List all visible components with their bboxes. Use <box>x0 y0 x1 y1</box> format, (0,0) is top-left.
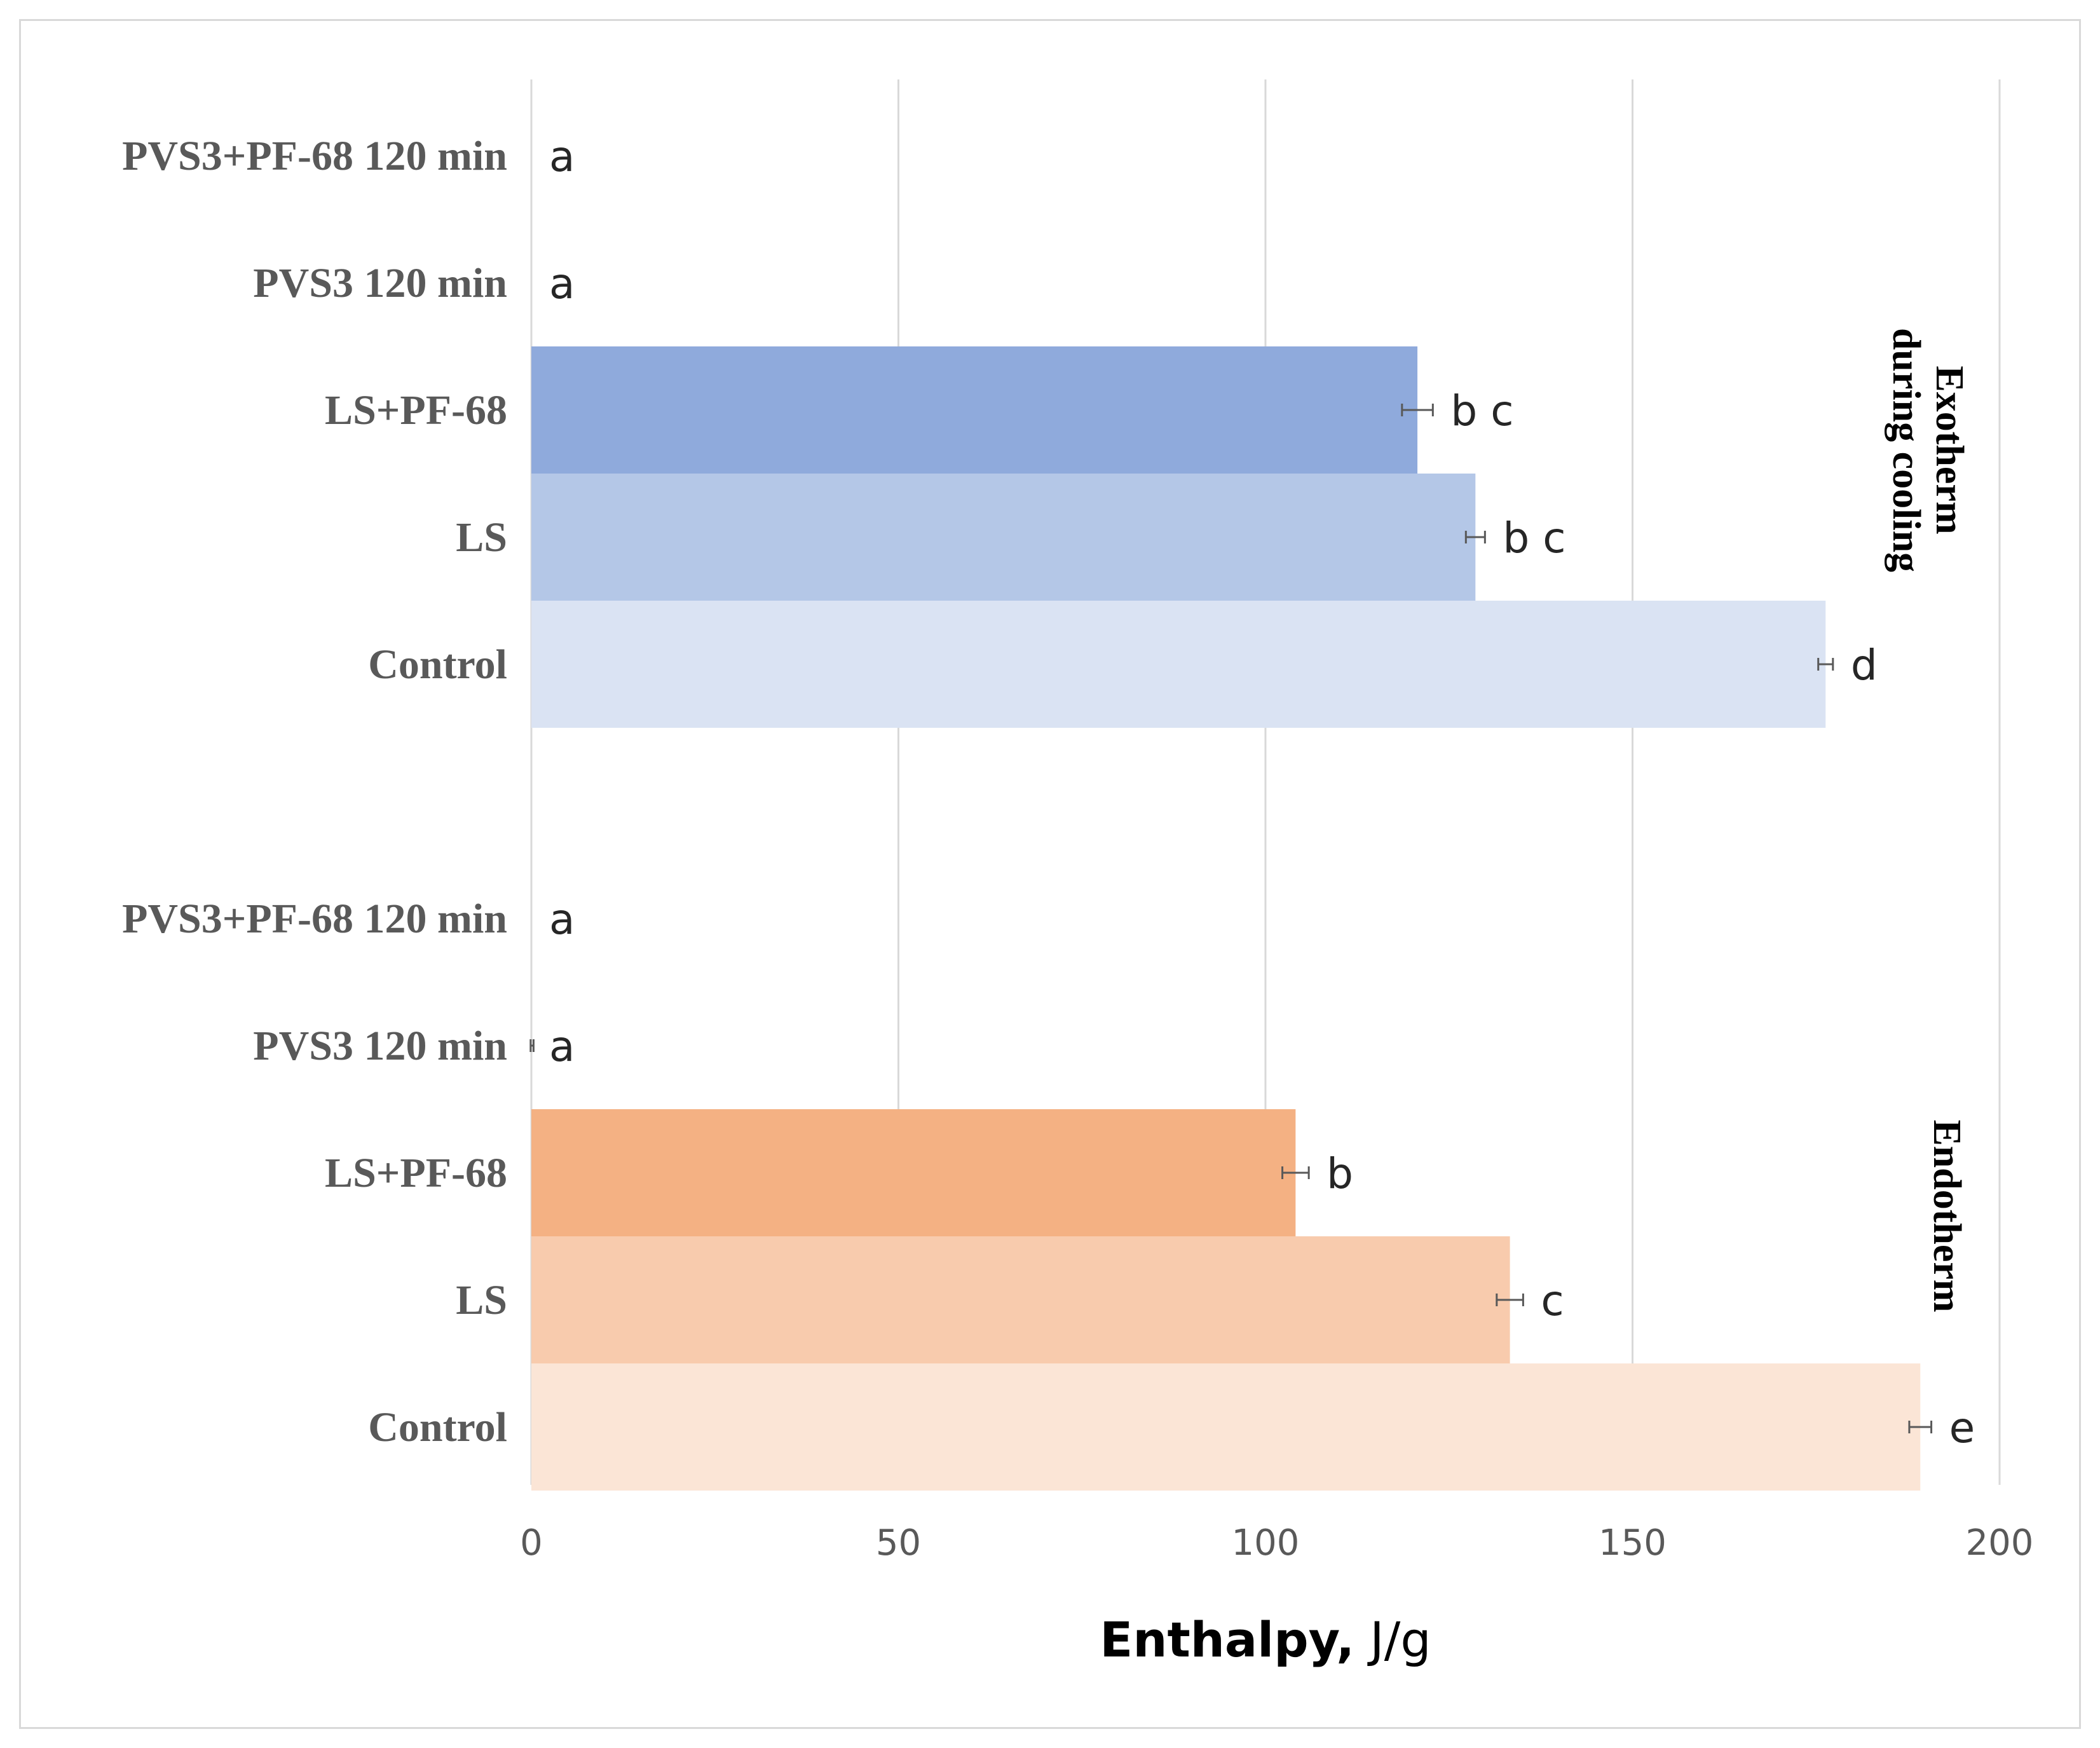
significance-letter: b <box>1326 1149 1353 1198</box>
bar <box>531 474 1476 601</box>
category-label: LS <box>456 1277 507 1323</box>
chart-frame: a a b c b c d a a b c e PVS3+PF-68 120 min PVS3 12… <box>19 19 2081 1729</box>
group-label-line: Exotherm <box>1928 365 1971 534</box>
group-label-endotherm: Endotherm <box>1925 1119 1968 1312</box>
x-tick-label: 150 <box>1599 1522 1667 1564</box>
x-axis-title: Enthalpy, J/g <box>1100 1611 1431 1668</box>
category-label: LS <box>456 514 507 561</box>
x-tick-label: 100 <box>1232 1522 1300 1564</box>
category-label: PVS3 120 min <box>253 260 507 306</box>
x-tick-labels: 0 50 100 150 200 <box>520 1522 2033 1564</box>
x-axis-title-unit: J/g <box>1354 1611 1431 1668</box>
bar <box>531 1363 1921 1491</box>
x-tick-label: 0 <box>520 1522 543 1564</box>
significance-letter: d <box>1851 641 1878 690</box>
category-label: Control <box>368 1404 507 1451</box>
group-label-line: Endotherm <box>1925 1119 1968 1312</box>
x-tick-label: 200 <box>1966 1522 2034 1564</box>
bar <box>531 1109 1296 1236</box>
bar <box>531 346 1418 474</box>
bar <box>531 1236 1510 1363</box>
significance-letter: b c <box>1503 514 1565 563</box>
x-tick-label: 50 <box>876 1522 921 1564</box>
category-label: LS+PF-68 <box>325 387 507 434</box>
significance-letter: a <box>549 1022 575 1071</box>
group-label-line: during cooling <box>1885 328 1928 572</box>
bars: a a b c b c d a a b c e <box>529 132 1975 1491</box>
significance-letter: e <box>1949 1403 1975 1452</box>
significance-letter: c <box>1541 1276 1564 1325</box>
enthalpy-bar-chart: a a b c b c d a a b c e PVS3+PF-68 120 min PVS3 12… <box>122 79 2033 1668</box>
bar <box>531 601 1826 728</box>
significance-letter: b c <box>1450 386 1513 435</box>
category-label: PVS3+PF-68 120 min <box>122 133 507 179</box>
significance-letter: a <box>549 259 575 308</box>
category-label: PVS3 120 min <box>253 1023 507 1069</box>
x-axis-title-bold: Enthalpy, <box>1100 1611 1354 1668</box>
significance-letter: a <box>549 895 575 944</box>
significance-letter: a <box>549 132 575 181</box>
category-label: Control <box>368 641 507 688</box>
category-label: PVS3+PF-68 120 min <box>122 896 507 942</box>
category-label: LS+PF-68 <box>325 1150 507 1196</box>
category-labels: PVS3+PF-68 120 min PVS3 120 min LS+PF-68 LS… <box>122 133 507 1451</box>
